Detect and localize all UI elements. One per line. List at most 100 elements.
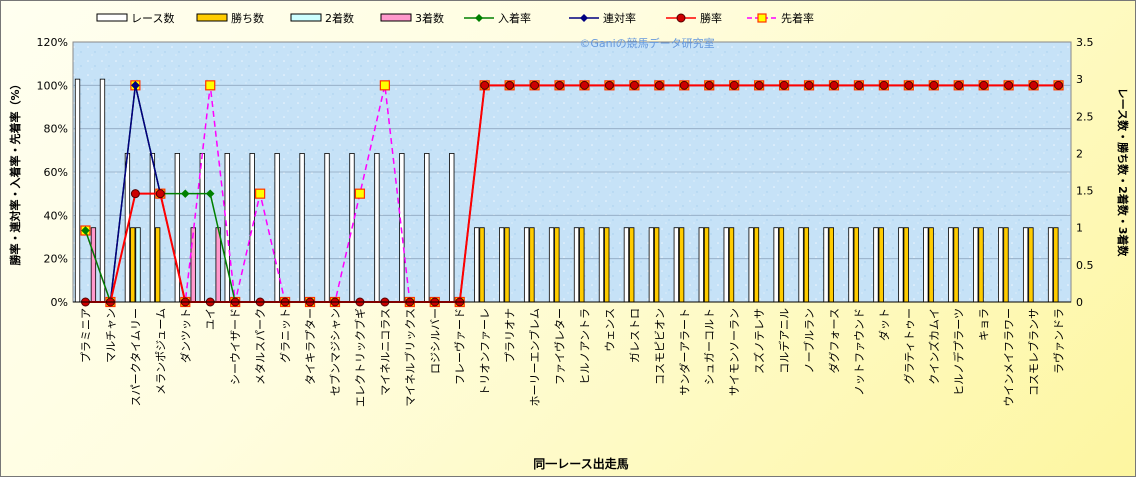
bar [973,227,979,303]
bar [374,153,380,303]
legend-label: レース数 [131,12,174,25]
bar [1047,227,1054,303]
bar [798,227,804,303]
category-label: プラミニア [79,308,92,363]
bar [903,227,909,303]
left-tick-label: 100% [37,79,68,92]
bar [130,227,136,303]
category-label: ファイヴレター [553,308,567,385]
category-label: マイネルブリックス [403,308,417,407]
data-point [81,226,90,235]
category-label: ダット [877,308,891,341]
bar [678,227,685,303]
bar [648,227,655,303]
left-tick-label: 120% [37,36,68,49]
bar [948,227,954,303]
legend-label: 3着数 [415,11,444,25]
data-point [1054,80,1064,90]
bar [823,227,829,303]
bar [848,227,854,303]
bar [748,227,754,303]
category-label: シーウイザード [229,308,242,385]
right-tick-label: 2 [1076,147,1083,160]
data-point [854,80,864,90]
bar [753,227,760,303]
bar [499,227,505,303]
bar [878,227,884,303]
category-label: プラリオナ [504,308,517,363]
category-label: コスモレブランサ [1027,308,1041,396]
legend-label: 勝率 [700,11,722,25]
bar [604,227,610,303]
category-label: ガレストロ [628,308,641,363]
category-label: フレーヴァード [453,308,467,385]
data-point [480,80,490,90]
category-label: サイモンソーラン [728,308,741,396]
bar [998,227,1004,303]
legend-marker [580,14,588,22]
data-point [679,80,689,90]
bar [249,153,255,303]
bar [579,227,585,303]
category-label: ラヴァンドラ [1052,308,1066,374]
left-tick-label: 80% [44,123,68,136]
bar [1053,227,1059,303]
bar [424,153,430,303]
bar [548,227,555,303]
bar [673,227,679,303]
bar [299,153,305,303]
bar [654,227,660,303]
bar [135,227,141,303]
bar [723,227,729,303]
category-label: メランポジューム [154,308,167,395]
category-label: ヒルノデプラーツ [952,308,966,396]
data-point [829,80,839,90]
category-label: トリオンファーレ [479,308,492,396]
category-label: ダグフォース [827,308,841,373]
bar [898,227,904,303]
bar [174,153,180,303]
left-tick-label: 20% [44,253,68,266]
bar [928,227,934,303]
right-tick-label: 0.5 [1076,259,1094,272]
right-tick-label: 3.5 [1076,36,1094,49]
category-label: クインズカムイ [927,308,941,385]
category-label: ウェンス [603,308,616,352]
data-point [729,80,739,90]
legend-swatch [290,13,322,22]
data-point [205,189,215,199]
right-tick-label: 2.5 [1076,110,1094,123]
data-point [604,80,614,90]
category-label: エレクトリックブギ [353,308,367,407]
category-label: スズノテレサ [752,308,766,374]
data-point [205,80,216,91]
bar [1003,227,1009,303]
bar [623,227,630,303]
category-label: シュガーコルト [703,308,716,385]
data-point [155,189,165,199]
bar [504,227,510,303]
category-label: キョラ [978,308,991,341]
category-label: マルチャン [104,308,117,363]
data-point [130,189,140,199]
category-label: グラニット [278,308,292,363]
bar [1028,227,1034,303]
bar [778,227,785,303]
bar [728,227,735,303]
bar [449,153,455,303]
bar [479,227,485,303]
left-tick-label: 40% [44,209,68,222]
data-point [1004,80,1014,90]
bar [873,227,879,303]
right-tick-label: 0 [1076,296,1083,309]
bar [99,78,106,303]
data-point [654,80,664,90]
category-label: マイネルニコラス [379,308,392,396]
bar [190,227,196,303]
bar [523,227,530,303]
right-tick-label: 1 [1076,222,1083,235]
bar [598,227,605,303]
bar [74,78,81,303]
